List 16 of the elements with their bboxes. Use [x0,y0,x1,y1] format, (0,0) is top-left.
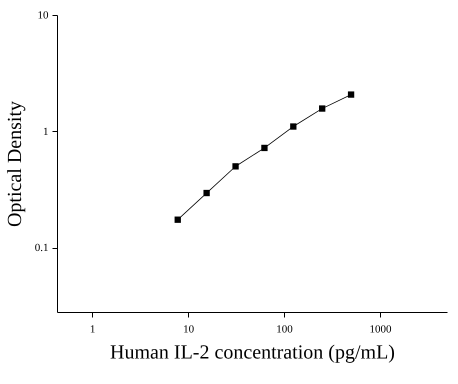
point [319,105,326,112]
y-axis-title: Optical Density [4,100,26,228]
point [290,123,296,130]
x-tick-label: 100 [276,324,294,336]
x-tick-label: 10 [183,324,195,336]
point [348,91,354,98]
y-tick-label: 0.1 [34,242,48,254]
point [203,190,210,196]
x-tick-label: 1 [90,324,96,336]
y-tick-label: 1 [43,126,48,138]
x-axis-title: Human IL-2 concentration (pg/mL) [110,342,395,364]
y-tick-label: 10 [38,10,49,22]
point [261,144,268,152]
x-tick-label: 1000 [369,324,392,336]
point [232,163,239,170]
point [174,216,181,223]
